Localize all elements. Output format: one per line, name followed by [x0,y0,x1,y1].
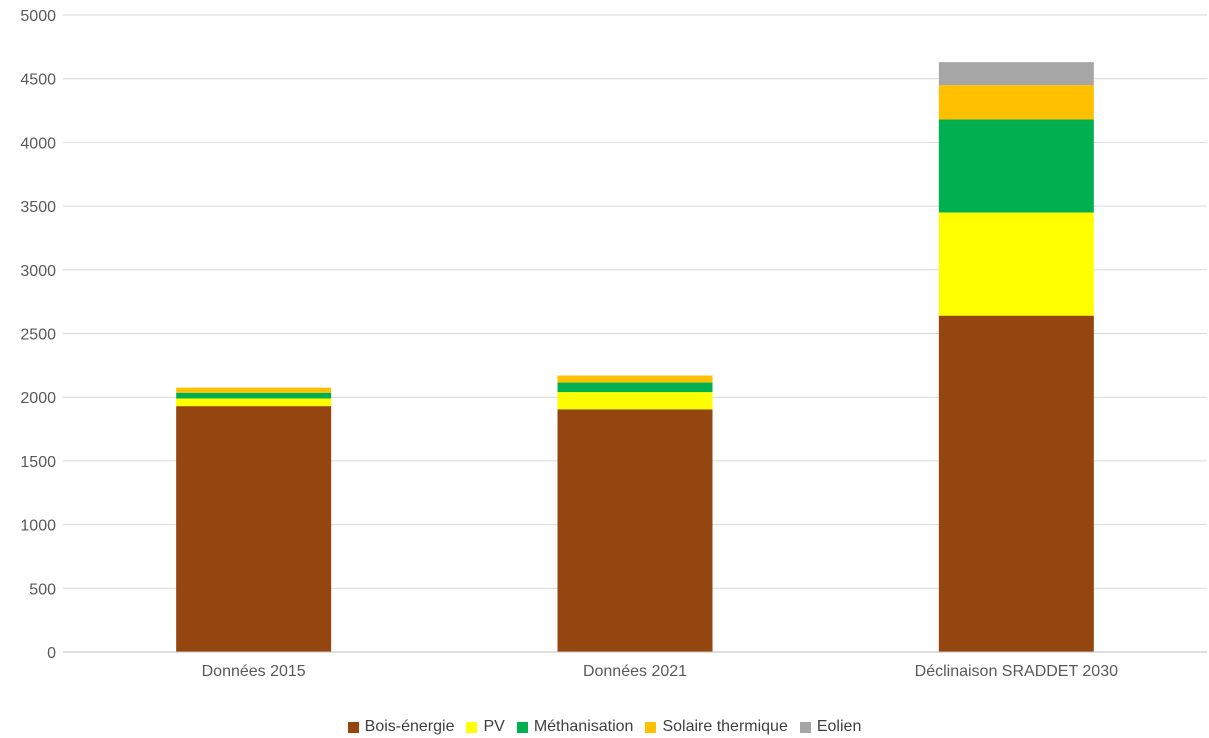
bar-segment [938,315,1094,652]
legend-swatch [516,721,528,733]
bar-segment [557,375,713,383]
bar-segment [938,212,1094,316]
y-tick-label: 500 [29,581,56,598]
bar-segment [938,62,1094,86]
bar-segment [176,392,332,399]
y-tick-label: 1500 [20,454,56,471]
bar-segment [557,392,713,410]
legend-item: Eolien [799,718,862,736]
legend-label: Solaire thermique [662,718,788,735]
y-tick-label: 2000 [20,390,56,407]
legend-swatch [799,721,811,733]
legend-item: Méthanisation [516,718,634,736]
legend-item: Solaire thermique [645,718,788,736]
legend-swatch [645,721,657,733]
legend-label: Eolien [816,718,862,735]
bar-segment [176,406,332,652]
x-tick-label: Données 2021 [583,663,687,680]
legend-swatch [347,721,359,733]
legend-item: PV [466,718,505,736]
y-tick-label: 5000 [20,8,56,25]
y-tick-label: 0 [47,645,56,662]
y-tick-label: 3000 [20,263,56,280]
legend-label: Méthanisation [533,718,634,735]
bar-segment [938,119,1094,213]
bar-segment [557,409,713,652]
legend-swatch [466,721,478,733]
bar-segment [176,398,332,407]
chart-legend: Bois-énergie PV Méthanisation Solaire therm… [0,716,1209,738]
y-tick-label: 4000 [20,135,56,152]
bar-segment [938,85,1094,120]
x-tick-label: Données 2015 [202,663,306,680]
y-tick-label: 2500 [20,327,56,344]
legend-label: PV [483,718,505,735]
x-tick-label: Déclinaison SRADDET 2030 [915,663,1118,680]
bar-segment [557,382,713,393]
legend-label: Bois-énergie [364,718,455,735]
bar-segment [176,387,332,393]
y-tick-label: 1000 [20,518,56,535]
y-tick-label: 4500 [20,72,56,89]
y-tick-label: 3500 [20,199,56,216]
legend-item: Bois-énergie [347,718,455,736]
